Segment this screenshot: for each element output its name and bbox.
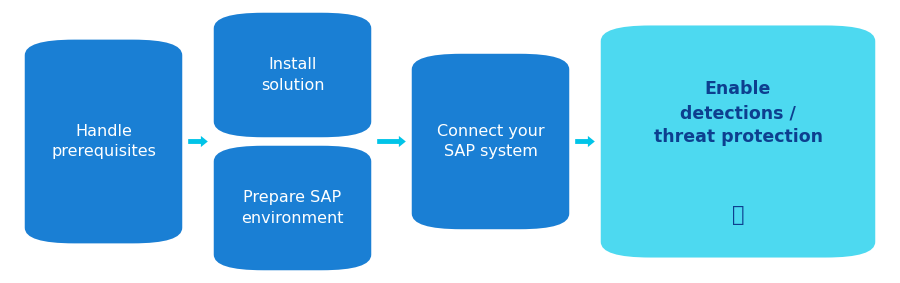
Text: Prepare SAP
environment: Prepare SAP environment: [241, 190, 344, 226]
Text: 🛡: 🛡: [732, 205, 744, 225]
Text: Handle
prerequisites: Handle prerequisites: [51, 124, 156, 159]
Text: Install
solution: Install solution: [261, 57, 324, 93]
Text: Connect your
SAP system: Connect your SAP system: [436, 124, 544, 159]
FancyBboxPatch shape: [214, 146, 371, 270]
FancyBboxPatch shape: [214, 13, 371, 137]
FancyBboxPatch shape: [601, 25, 875, 258]
FancyBboxPatch shape: [412, 54, 569, 229]
Text: Enable
detections /
threat protection: Enable detections / threat protection: [653, 80, 823, 147]
FancyBboxPatch shape: [25, 40, 182, 243]
